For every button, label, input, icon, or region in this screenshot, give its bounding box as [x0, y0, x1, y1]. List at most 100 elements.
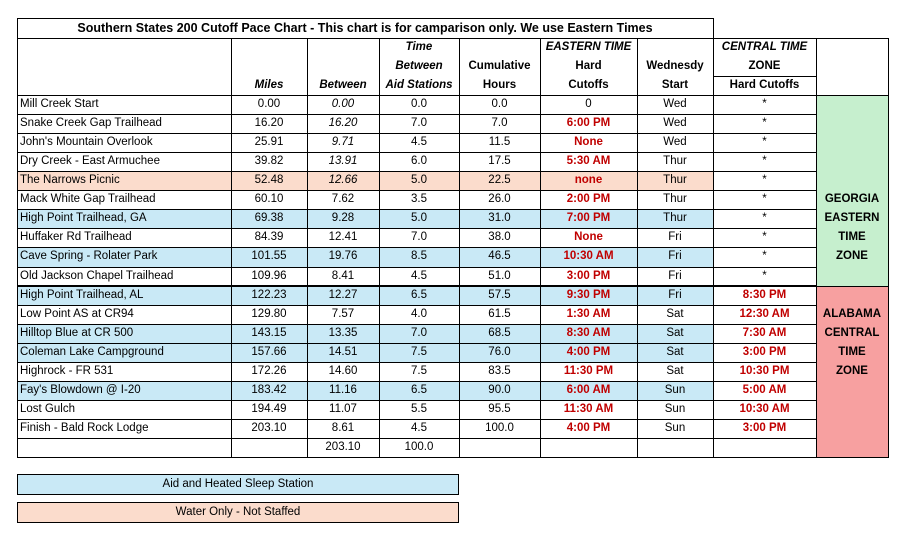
table-value: 9.28: [331, 212, 355, 225]
zone-label: ZONE: [836, 250, 868, 263]
station-name: Cave Spring - Rolater Park: [20, 250, 158, 263]
table-value: 17.5: [488, 155, 511, 168]
table-value: 8:30 AM: [566, 326, 611, 339]
table-value: 2:00 PM: [566, 193, 611, 206]
table-value: 12:30 AM: [739, 307, 790, 320]
table-value: *: [762, 174, 767, 187]
table-value: 11:30 PM: [563, 364, 614, 377]
header-label: Hours: [482, 79, 517, 91]
table-value: 8.61: [331, 422, 355, 435]
table-value: 95.5: [488, 402, 511, 415]
table-value: 13.91: [328, 155, 358, 168]
table-value: Fri: [668, 231, 682, 244]
table-value: 7.0: [411, 231, 427, 244]
table-value: 46.5: [488, 250, 511, 263]
header-label: Hard Cutoffs: [729, 79, 800, 91]
table-value: 5:00 AM: [742, 383, 787, 396]
station-name: Lost Gulch: [20, 402, 75, 415]
table-cell: [540, 438, 638, 459]
table-value: Fri: [668, 288, 682, 301]
station-name: Low Point AS at CR94: [20, 307, 134, 320]
zone-cell: [816, 285, 889, 459]
table-value: 31.0: [488, 212, 511, 225]
table-value: 16.20: [328, 117, 358, 130]
table-value: 7.0: [411, 326, 427, 339]
zone-cell: [816, 95, 889, 287]
table-value: 8:30 PM: [742, 288, 787, 301]
table-value: 39.82: [254, 155, 284, 168]
table-value: 100.0: [485, 422, 514, 435]
table-value: Sat: [666, 326, 684, 339]
header-label: ZONE: [748, 60, 781, 72]
table-value: Wed: [663, 117, 687, 130]
table-value: 14.51: [328, 345, 358, 358]
table-value: 172.26: [251, 364, 287, 377]
table-value: 8.5: [411, 250, 427, 263]
table-cell: [459, 438, 541, 459]
table-value: 11.16: [329, 383, 357, 396]
table-value: 83.5: [488, 364, 511, 377]
table-value: 4.0: [411, 307, 427, 320]
table-value: none: [574, 174, 603, 187]
table-value: 6:00 PM: [566, 117, 611, 130]
header-label: Between: [395, 60, 443, 72]
table-value: 203.10: [325, 441, 361, 454]
table-value: 100.0: [404, 441, 434, 454]
station-name: Mack White Gap Trailhead: [20, 193, 156, 206]
table-value: 4.5: [411, 136, 427, 149]
table-value: 7.0: [411, 117, 427, 130]
zone-label: ALABAMA: [822, 307, 882, 320]
table-value: 6.0: [411, 155, 427, 168]
table-value: 7:00 PM: [566, 212, 611, 225]
table-value: 0.0: [411, 98, 427, 110]
header-label: Between: [319, 79, 367, 91]
legend-label: Aid and Heated Sleep Station: [162, 478, 314, 490]
zone-divider: [17, 284, 888, 287]
station-name: Snake Creek Gap Trailhead: [20, 117, 162, 130]
table-value: 52.48: [254, 174, 284, 187]
table-value: Sun: [664, 402, 686, 415]
table-value: 68.5: [488, 326, 511, 339]
table-value: *: [762, 212, 767, 225]
table-value: 194.49: [251, 402, 287, 415]
station-name: Dry Creek - East Armuchee: [20, 155, 160, 168]
table-value: None: [574, 136, 603, 149]
table-value: Fri: [668, 269, 682, 282]
table-value: 7.0: [491, 117, 508, 130]
table-value: 25.91: [254, 136, 284, 149]
table-value: 11.07: [329, 402, 357, 415]
table-cell: [713, 438, 817, 459]
table-value: 157.66: [251, 345, 287, 358]
zone-label: GEORGIA: [824, 193, 880, 206]
table-value: 3:00 PM: [742, 345, 787, 358]
table-value: 0.00: [331, 98, 355, 110]
table-value: 7.57: [331, 307, 355, 320]
table-value: 60.10: [254, 193, 284, 206]
table-value: 6:00 AM: [566, 383, 611, 396]
table-value: 109.96: [251, 269, 287, 282]
table-cell: [231, 438, 308, 459]
table-value: 5.0: [411, 174, 427, 187]
table-value: 7:30 AM: [742, 326, 787, 339]
header-label: Miles: [254, 79, 284, 91]
table-value: 76.0: [488, 345, 511, 358]
table-cell: [17, 438, 232, 459]
header-label: EASTERN TIME: [545, 41, 632, 53]
header-label: Hard: [575, 60, 602, 72]
table-value: 19.76: [328, 250, 358, 263]
table-value: Sat: [666, 307, 684, 320]
table-value: 0.00: [257, 98, 281, 110]
table-value: 57.5: [488, 288, 511, 301]
station-name: Hilltop Blue at CR 500: [20, 326, 134, 339]
table-value: 7.62: [331, 193, 355, 206]
table-value: 16.20: [254, 117, 284, 130]
table-value: *: [762, 231, 767, 244]
table-value: 12.27: [328, 288, 358, 301]
table-value: 0.0: [491, 98, 508, 110]
header-cell: [17, 38, 232, 96]
station-name: Huffaker Rd Trailhead: [20, 231, 132, 244]
table-value: 26.0: [488, 193, 511, 206]
table-value: 69.38: [254, 212, 284, 225]
table-value: Sat: [666, 364, 684, 377]
